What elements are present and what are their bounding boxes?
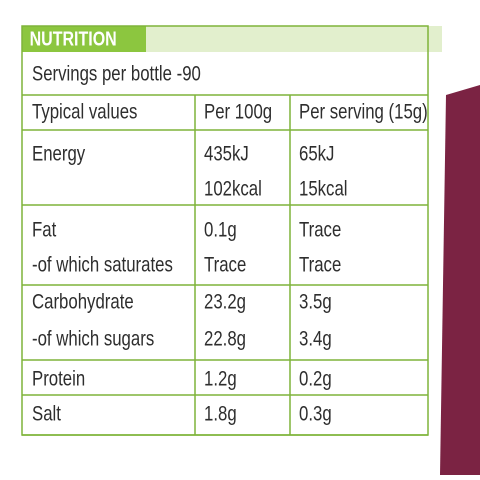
value: 435kJ — [204, 143, 249, 166]
title-band — [22, 26, 146, 52]
nutrient: Carbohydrate — [32, 291, 134, 314]
value: 3.5g — [299, 291, 332, 314]
value: 22.8g — [204, 328, 246, 351]
label-text: NUTRITION Servings per bottle -90 Typica… — [30, 28, 428, 426]
value: 23.2g — [204, 291, 246, 314]
nutrient: Fat — [32, 219, 57, 242]
value: 0.1g — [204, 219, 237, 242]
value: 0.2g — [299, 368, 332, 391]
value: 1.8g — [204, 403, 237, 426]
title: NUTRITION — [30, 28, 117, 50]
column-header: Per serving (15g) — [299, 101, 428, 124]
value: 65kJ — [299, 143, 334, 166]
value: 15kcal — [299, 178, 348, 201]
nutrient: -of which sugars — [32, 328, 154, 351]
value: 3.4g — [299, 328, 332, 351]
value: Trace — [299, 219, 341, 242]
nutrient: Energy — [32, 143, 86, 166]
column-header: Per 100g — [204, 101, 272, 124]
value: 0.3g — [299, 403, 332, 426]
value: Trace — [204, 254, 246, 277]
bottle-edge — [440, 85, 480, 475]
value: Trace — [299, 254, 341, 277]
value: 1.2g — [204, 368, 237, 391]
value: 102kcal — [204, 178, 262, 201]
nutrient: Protein — [32, 368, 85, 391]
nutrient: -of which saturates — [32, 254, 173, 277]
nutrient: Salt — [32, 403, 62, 426]
servings: Servings per bottle -90 — [32, 63, 201, 86]
column-header: Typical values — [32, 101, 137, 124]
